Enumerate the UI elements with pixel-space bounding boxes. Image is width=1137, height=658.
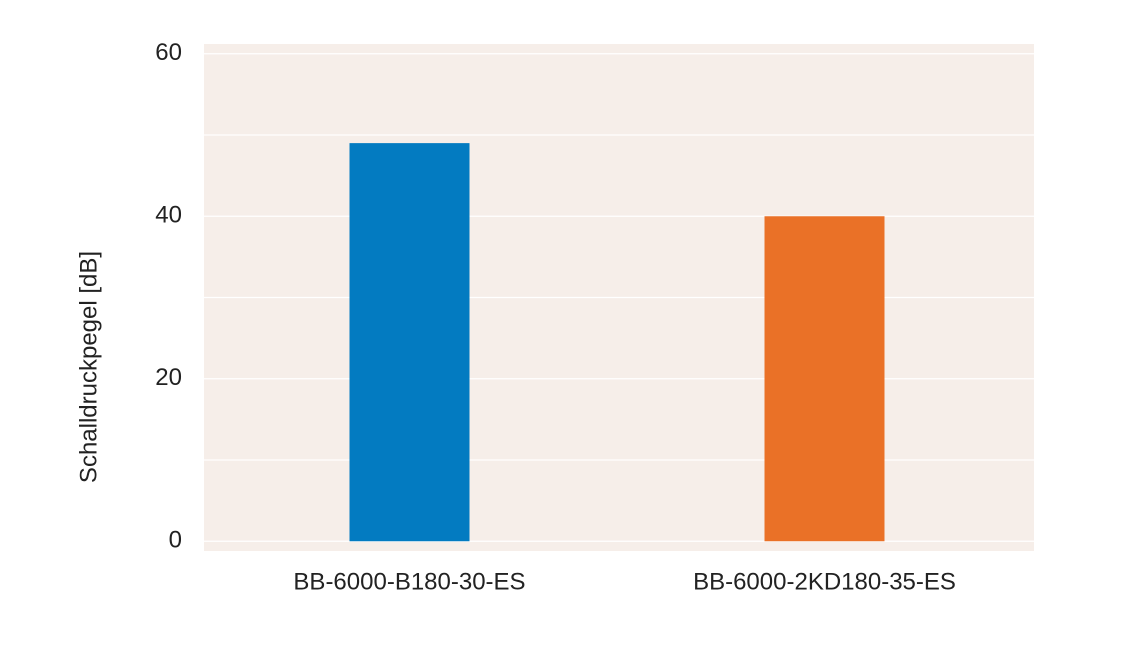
x-tick-label: BB-6000-2KD180-35-ES	[693, 568, 956, 595]
y-tick-label: 0	[169, 527, 182, 554]
y-tick-label: 20	[155, 364, 182, 391]
x-tick-label: BB-6000-B180-30-ES	[293, 568, 525, 595]
bar	[349, 143, 470, 542]
y-tick-label: 40	[155, 202, 182, 229]
bar	[764, 216, 885, 542]
y-tick-label: 60	[155, 39, 182, 66]
y-axis-label: Schalldruckpegel [dB]	[75, 251, 102, 483]
